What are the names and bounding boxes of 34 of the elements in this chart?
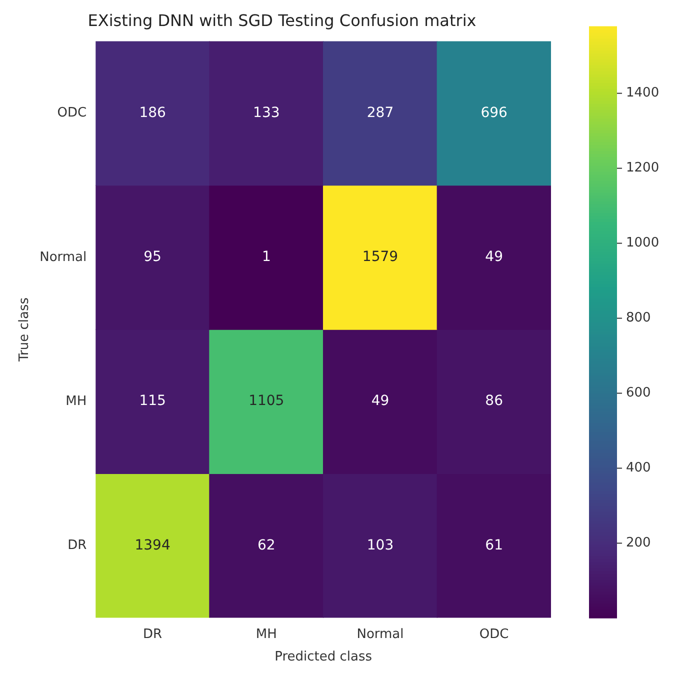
color-bar-label: 800 [626,310,651,326]
data-label: 133 [253,104,280,121]
x-tick-label: DR [143,626,162,642]
y-tick-label: ODC [57,106,87,121]
color-bar-label: 400 [626,460,651,476]
data-label: 1394 [134,537,170,554]
y-tick-label: DR [68,538,87,554]
color-bar-label: 600 [626,386,651,401]
data-label: 49 [485,249,503,266]
data-label: 103 [366,537,394,554]
data-label: 62 [257,537,276,554]
y-tick-label: MH [66,394,87,409]
x-tick-label: MH [256,626,277,642]
data-label: 1579 [362,249,398,266]
data-label: 696 [480,104,508,121]
y-tick-label: Normal [40,250,87,265]
data-label: 86 [485,393,504,410]
chart-title: EXisting DNN with SGD Testing Confusion matrix [88,10,476,30]
data-label: 115 [139,393,166,410]
data-label: 186 [139,104,166,121]
color-bar-label: 200 [626,536,651,551]
x-axis-title: Predicted class [274,650,372,665]
data-label: 1105 [248,393,284,410]
data-label: 61 [485,537,503,554]
color-bar-label: 1200 [626,160,660,176]
data-label: 287 [366,104,394,121]
color-bar-label: 1400 [626,86,660,101]
data-label: 49 [371,393,390,410]
data-label: 1 [262,249,271,266]
x-tick-label: ODC [479,626,509,642]
data-label: 95 [144,249,162,266]
y-axis-title: True class [17,297,32,363]
x-tick-label: Normal [356,626,404,642]
color-bar-label: 1000 [626,236,660,251]
